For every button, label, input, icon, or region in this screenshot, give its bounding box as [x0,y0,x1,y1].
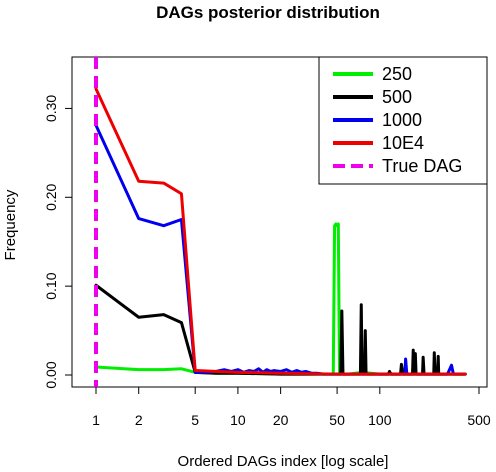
y-axis-label: Frequency [2,189,19,260]
x-tick-label: 100 [368,412,392,428]
x-axis-label: Ordered DAGs index [log scale] [178,453,389,470]
x-tick-label: 1 [92,412,100,428]
series-layer [94,57,467,387]
y-tick-label: 0.00 [43,361,59,388]
series-line-250 [94,222,467,376]
legend-label: 10E4 [382,133,424,153]
axes: 1 2 5 10 20 50 100 500 0.00 0.10 0.20 0.30 [43,95,491,428]
series-line-500 [94,283,467,376]
legend-label: 500 [382,87,412,107]
series-line-10e4 [94,87,467,376]
y-tick-label: 0.10 [43,272,59,299]
x-tick-label: 2 [135,412,143,428]
legend-label: 250 [382,64,412,84]
legend-label: 1000 [382,110,422,130]
x-tick-label: 20 [273,412,289,428]
x-tick-label: 5 [191,412,199,428]
legend: 250 500 1000 10E4 True DAG [318,56,488,185]
x-tick-label: 50 [329,412,345,428]
y-tick-label: 0.20 [43,183,59,210]
x-tick-label: 10 [230,412,246,428]
legend-label: True DAG [382,156,462,176]
y-tick-label: 0.30 [43,95,59,122]
chart-title: DAGs posterior distribution [156,3,380,22]
x-tick-label: 500 [467,412,491,428]
